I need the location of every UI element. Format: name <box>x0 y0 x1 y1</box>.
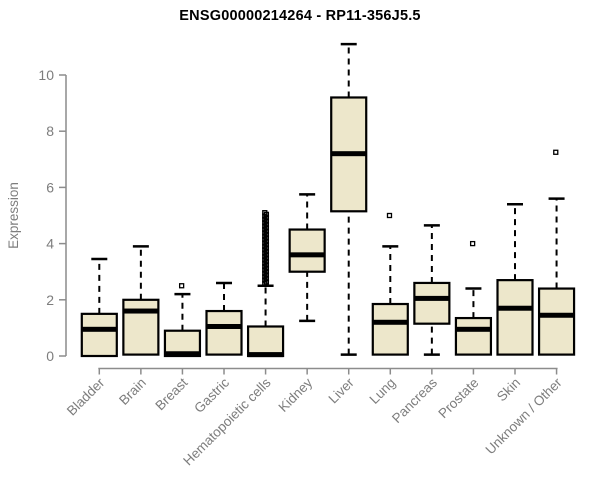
median-line <box>164 351 200 357</box>
y-tick-label: 0 <box>46 348 54 364</box>
chart-title: ENSG00000214264 - RP11-356J5.5 <box>179 8 421 24</box>
median-line <box>455 326 491 332</box>
iqr-box <box>205 309 243 356</box>
box-unknown-other <box>537 149 576 356</box>
box-pancreas <box>413 224 451 356</box>
outlier-point <box>386 212 393 219</box>
median-line <box>123 308 159 314</box>
y-tick-label: 4 <box>46 236 54 252</box>
x-tick-label: Gastric <box>191 375 232 416</box>
iqr-box <box>288 228 326 273</box>
box-prostate <box>454 240 493 356</box>
box-hematopoietic-cells <box>246 210 285 358</box>
box-liver <box>330 42 368 356</box>
outlier-point <box>178 283 185 289</box>
y-axis-title: Expression <box>6 182 21 249</box>
x-tick-label: Unknown / Other <box>482 375 565 458</box>
y-axis: 0 2 4 6 8 10 Expression <box>6 67 67 364</box>
x-tick-label: Lung <box>367 375 399 407</box>
x-tick-label: Breast <box>152 375 190 413</box>
x-tick-label: Bladder <box>64 375 108 419</box>
median-line <box>248 352 284 358</box>
y-tick-label: 6 <box>46 179 54 195</box>
x-tick-label: Kidney <box>275 375 315 415</box>
x-tick-label: Skin <box>494 375 523 404</box>
y-tick-label: 8 <box>46 123 54 139</box>
iqr-box <box>122 298 160 356</box>
x-tick-label: Brain <box>116 375 149 408</box>
iqr-box <box>246 325 285 358</box>
box-lung <box>371 212 409 356</box>
iqr-box <box>413 281 451 325</box>
median-line <box>331 151 367 157</box>
iqr-box <box>454 316 493 356</box>
box-skin <box>496 203 534 356</box>
median-line <box>539 312 575 318</box>
median-line <box>372 319 408 325</box>
x-tick-label: Liver <box>326 375 358 407</box>
median-line <box>206 323 242 329</box>
y-tick-label: 10 <box>38 67 54 83</box>
iqr-box <box>537 287 576 356</box>
median-line <box>289 252 325 258</box>
box-bladder <box>80 257 118 358</box>
outlier-point <box>262 210 268 216</box>
iqr-box <box>80 312 118 358</box>
outlier-point <box>553 149 559 155</box>
x-tick-label: Pancreas <box>389 375 440 426</box>
box-breast <box>163 283 202 358</box>
box-brain <box>122 245 160 356</box>
x-tick-label: Prostate <box>435 375 481 421</box>
median-line <box>81 326 117 332</box>
iqr-box <box>371 302 409 356</box>
box-gastric <box>205 281 243 356</box>
iqr-box <box>496 279 534 356</box>
median-line <box>414 295 450 301</box>
outlier-point <box>469 240 476 247</box>
y-tick-label: 2 <box>46 292 54 308</box>
box-kidney <box>288 193 326 323</box>
median-line <box>497 305 533 311</box>
